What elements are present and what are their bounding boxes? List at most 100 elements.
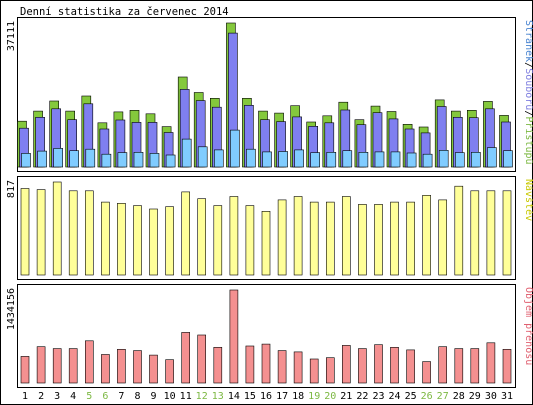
bar-visits-day-17 [277, 199, 287, 276]
bar-stránek-day-21 [342, 150, 353, 168]
ymax-label-hits: 37111 [6, 21, 17, 51]
bar-volume-day-15 [245, 345, 255, 384]
bar-volume-day-27 [438, 346, 448, 384]
day-label-22: 22 [356, 391, 368, 402]
bar-stránek-day-23 [374, 151, 385, 168]
bar-stránek-day-29 [470, 152, 481, 168]
bar-stránek-day-14 [230, 129, 240, 168]
bar-visits-day-30 [486, 190, 496, 276]
bar-visits-day-1 [20, 188, 30, 276]
bar-volume-day-8 [133, 350, 142, 384]
bar-volume-day-1 [20, 356, 30, 384]
chart-title: Denní statistika za červenec 2014 [20, 6, 229, 18]
legend-part-2: Souborů [523, 68, 533, 110]
panel-hits: 37111 Stránek/Souborů/Přístupů [6, 17, 533, 172]
bar-stránek-day-6 [101, 153, 112, 168]
day-label-23: 23 [372, 391, 384, 402]
bar-volume-day-9 [149, 354, 158, 384]
ymax-label-visits: 817 [6, 180, 17, 198]
bar-volume-day-21 [341, 345, 351, 384]
bar-stránek-day-8 [133, 152, 144, 168]
bar-volume-day-2 [36, 346, 46, 384]
legend-part-4: Přístupů [523, 116, 533, 164]
day-label-8: 8 [134, 391, 140, 402]
day-label-18: 18 [292, 391, 304, 402]
bar-stránek-day-2 [37, 150, 47, 168]
bar-visits-day-28 [454, 185, 464, 276]
bar-visits-day-21 [341, 196, 351, 276]
bar-visits-day-11 [181, 191, 190, 276]
bar-stránek-day-9 [149, 153, 160, 168]
panel-visits: 817 Návštěv [6, 176, 533, 280]
day-label-1: 1 [22, 391, 28, 402]
day-label-27: 27 [437, 391, 449, 402]
bar-volume-day-29 [470, 348, 480, 384]
bar-stránek-day-15 [246, 148, 256, 168]
bar-volume-day-16 [261, 343, 271, 384]
day-label-30: 30 [485, 391, 497, 402]
day-axis-labels: 1 2 3 4 5 6 7 8 9 10 11 12 13 14 15 16 17 18 19 20 21 22 23 24 2… [22, 391, 513, 402]
day-label-9: 9 [150, 391, 156, 402]
bar-visits-day-23 [374, 204, 383, 276]
bar-visits-day-4 [68, 190, 78, 276]
bar-visits-day-8 [133, 205, 142, 276]
bar-stránek-day-12 [197, 146, 208, 168]
day-label-4: 4 [70, 391, 76, 402]
bar-volume-day-10 [165, 359, 174, 384]
bar-volume-day-7 [117, 348, 126, 384]
day-label-3: 3 [54, 391, 60, 402]
bar-stránek-day-10 [165, 154, 176, 168]
bar-volume-day-17 [277, 350, 287, 384]
bar-volume-day-30 [486, 342, 496, 384]
day-label-24: 24 [388, 391, 400, 402]
bar-visits-day-29 [470, 190, 480, 276]
series-legend-visits: Návštěv [523, 179, 533, 221]
day-label-19: 19 [308, 391, 320, 402]
panel-volume: 1434156 Objem přenosu [6, 284, 533, 388]
bar-volume-day-23 [374, 344, 383, 384]
day-label-6: 6 [102, 391, 108, 402]
bar-visits-day-15 [245, 205, 255, 276]
day-label-2: 2 [38, 391, 44, 402]
bar-visits-day-5 [85, 190, 94, 276]
bar-volume-day-22 [358, 348, 367, 384]
bar-visits-day-14 [229, 196, 239, 276]
day-label-21: 21 [340, 391, 352, 402]
day-label-5: 5 [86, 391, 92, 402]
bar-visits-day-6 [101, 201, 110, 276]
bar-volume-day-19 [309, 358, 319, 384]
bar-visits-day-25 [406, 201, 415, 276]
bar-stránek-day-28 [454, 152, 465, 168]
legend-part-1: / [523, 62, 533, 68]
day-label-11: 11 [180, 391, 192, 402]
bar-stránek-day-24 [390, 151, 401, 168]
bar-volume-day-28 [454, 348, 464, 384]
day-label-10: 10 [164, 391, 176, 402]
bar-stránek-day-5 [85, 148, 96, 168]
bar-volume-day-12 [197, 334, 206, 384]
bar-stránek-day-1 [21, 153, 31, 168]
bar-volume-day-4 [68, 348, 78, 384]
bar-volume-day-31 [502, 348, 512, 384]
day-label-25: 25 [405, 391, 417, 402]
bar-stránek-day-18 [294, 149, 304, 168]
bar-visits-day-24 [390, 201, 399, 276]
day-label-28: 28 [453, 391, 465, 402]
bar-volume-day-18 [293, 351, 303, 384]
day-label-26: 26 [421, 391, 433, 402]
bar-visits-day-9 [149, 208, 158, 276]
bar-stránek-day-19 [310, 152, 321, 168]
bar-volume-day-5 [85, 340, 94, 384]
bar-stránek-day-13 [214, 149, 224, 168]
bar-stránek-day-11 [181, 138, 192, 168]
bar-visits-day-27 [438, 199, 448, 276]
bar-stránek-day-4 [69, 150, 79, 168]
bar-stránek-day-22 [358, 152, 369, 168]
bar-stránek-day-16 [262, 151, 272, 168]
bar-visits-day-7 [117, 203, 126, 276]
series-legend-hits: Stránek/Souborů/Přístupů [523, 20, 533, 165]
bar-stránek-day-27 [438, 150, 449, 168]
bar-stránek-day-20 [326, 152, 337, 168]
